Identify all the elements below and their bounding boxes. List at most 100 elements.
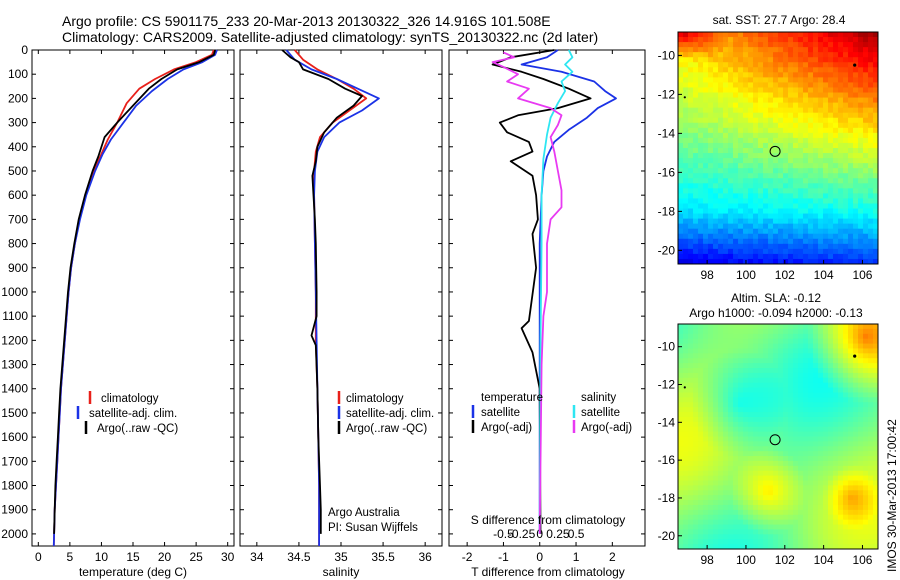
heatmap-cell — [793, 97, 799, 104]
heatmap-cell — [833, 338, 839, 345]
heatmap-cell — [753, 416, 759, 423]
heatmap-cell — [733, 173, 739, 179]
heatmap-cell — [863, 233, 869, 240]
heatmap-cell — [858, 475, 864, 482]
sla-map-title-line2: Argo h1000: -0.094 h2000: -0.13 — [689, 306, 863, 320]
heatmap-cell — [838, 333, 844, 340]
heatmap-cell — [723, 353, 729, 359]
heatmap-cell — [688, 475, 694, 482]
heatmap-cell — [778, 127, 784, 134]
heatmap-cell — [773, 412, 779, 418]
heatmap-cell — [723, 243, 729, 250]
heatmap-cell — [698, 97, 704, 104]
heatmap-cell — [723, 82, 729, 88]
heatmap-cell — [748, 233, 754, 240]
heatmap-cell — [848, 495, 854, 501]
island-dot — [853, 63, 857, 67]
heatmap-cell — [708, 436, 714, 442]
heatmap-cell — [833, 402, 839, 408]
heatmap-cell — [793, 382, 799, 389]
heatmap-cell — [858, 248, 864, 255]
heatmap-cell — [708, 188, 714, 194]
heatmap-cell — [753, 168, 759, 174]
heatmap-cell — [693, 353, 699, 359]
heatmap-cell — [853, 500, 859, 506]
heatmap-cell — [763, 460, 769, 467]
heatmap-cell — [848, 397, 854, 403]
heatmap-cell — [758, 243, 764, 250]
heatmap-cell — [778, 324, 784, 330]
heatmap-cell — [688, 539, 694, 545]
heatmap-cell — [858, 67, 864, 73]
heatmap-cell — [683, 338, 689, 345]
heatmap-cell — [718, 416, 724, 423]
heatmap-cell — [703, 153, 709, 159]
heatmap-cell — [853, 412, 859, 418]
heatmap-cell — [743, 392, 749, 398]
heatmap-cell — [863, 258, 869, 265]
heatmap-cell — [723, 446, 729, 452]
heatmap-cell — [813, 495, 819, 501]
heatmap-cell — [763, 173, 769, 179]
heatmap-cell — [858, 509, 864, 516]
heatmap-cell — [808, 148, 814, 154]
heatmap-cell — [858, 363, 864, 369]
heatmap-cell — [743, 446, 749, 452]
heatmap-cell — [783, 363, 789, 369]
heatmap-cell — [728, 32, 734, 38]
heatmap-cell — [718, 382, 724, 389]
heatmap-cell — [693, 529, 699, 535]
heatmap-cell — [683, 490, 689, 496]
heatmap-cell — [833, 153, 839, 159]
heatmap-cell — [798, 407, 804, 413]
heatmap-cell — [688, 412, 694, 418]
heatmap-cell — [763, 534, 769, 540]
heatmap-cell — [793, 534, 799, 540]
heatmap-cell — [693, 358, 699, 364]
heatmap-cell — [813, 218, 819, 225]
heatmap-cell — [793, 372, 799, 379]
heatmap-cell — [793, 203, 799, 210]
heatmap-cell — [863, 228, 869, 235]
heatmap-cell — [738, 117, 744, 124]
heatmap-cell — [793, 353, 799, 359]
difference-legend: temperature satellite Argo(-adj) salinit… — [471, 392, 632, 434]
heatmap-cell — [678, 67, 684, 73]
heatmap-cell — [683, 397, 689, 403]
heatmap-cell — [788, 223, 794, 230]
heatmap-cell — [678, 475, 684, 482]
heatmap-cell — [708, 485, 714, 491]
heatmap-cell — [793, 248, 799, 255]
heatmap-cell — [758, 544, 764, 550]
heatmap-cell — [793, 163, 799, 169]
heatmap-cell — [768, 52, 774, 58]
heatmap-cell — [803, 52, 809, 58]
heatmap-cell — [743, 208, 749, 215]
heatmap-cell — [868, 387, 874, 393]
heatmap-cell — [808, 490, 814, 496]
heatmap-cell — [833, 519, 839, 526]
heatmap-cell — [718, 407, 724, 413]
heatmap-cell — [723, 402, 729, 408]
heatmap-cell — [758, 77, 764, 83]
heatmap-cell — [678, 32, 684, 38]
heatmap-cell — [808, 436, 814, 442]
heatmap-cell — [788, 238, 794, 245]
heatmap-cell — [708, 539, 714, 545]
heatmap-cell — [833, 208, 839, 215]
heatmap-cell — [868, 148, 874, 154]
heatmap-cell — [688, 52, 694, 58]
heatmap-cell — [798, 32, 804, 38]
heatmap-cell — [768, 223, 774, 230]
heatmap-cell — [823, 446, 829, 452]
heatmap-cell — [688, 348, 694, 354]
heatmap-cell — [773, 203, 779, 210]
heatmap-cell — [733, 47, 739, 53]
heatmap-cell — [768, 122, 774, 129]
heatmap-cell — [718, 193, 724, 199]
heatmap-cell — [843, 426, 849, 433]
heatmap-cell — [828, 475, 834, 482]
heatmap-cell — [703, 338, 709, 345]
heatmap-cell — [698, 37, 704, 43]
heatmap-cell — [683, 412, 689, 418]
